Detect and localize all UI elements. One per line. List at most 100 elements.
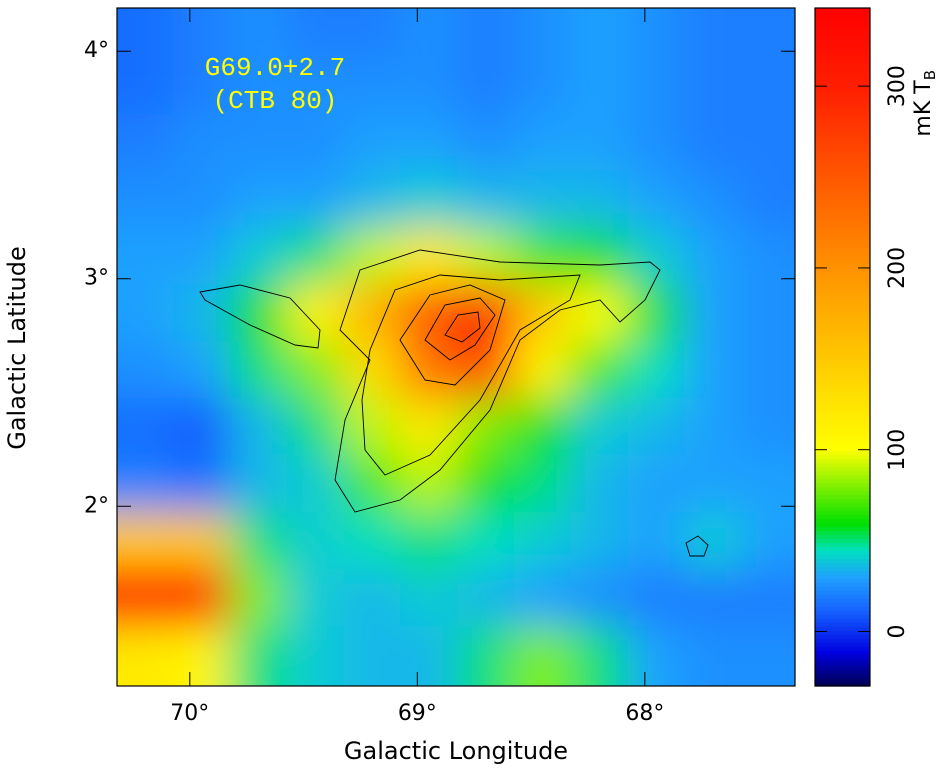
colorbar-swatch [815,438,870,444]
colorbar-swatch [815,99,870,105]
heat-cell [343,398,402,457]
heat-cell [514,511,572,570]
heat-cell [457,568,516,627]
colorbar-swatch [815,558,870,563]
colorbar-swatch [815,490,870,496]
heat-cell [117,113,174,172]
colorbar-swatch [815,638,870,643]
heat-cell [741,113,795,172]
colorbar-swatch [815,131,870,137]
heat-cell [627,455,686,513]
heat-cell [400,170,459,229]
colorbar-swatch [815,39,870,45]
colorbar-swatch [815,430,870,436]
chart-title: G69.0+2.7 [205,53,345,83]
heat-cell [172,170,231,229]
heat-cell [457,227,516,286]
map-cells [117,8,795,686]
colorbar-swatch [815,566,870,571]
colorbar-swatch [815,366,870,372]
heat-cell [286,8,345,58]
heat-cell [684,8,743,58]
colorbar-swatch [815,151,870,157]
colorbar-swatch [815,674,870,679]
heat-cell [741,625,795,686]
colorbar-swatch [815,374,870,380]
colorbar-swatch [815,422,870,428]
heat-cell [229,568,288,627]
colorbar-swatch [815,554,870,559]
heat-cell [286,284,345,343]
colorbar-swatch [815,602,870,607]
heat-cell [286,227,345,286]
x-tick-label: 69° [398,701,437,726]
heat-cell [457,56,516,115]
colorbar-swatch [815,458,870,464]
colorbar-swatch [815,594,870,599]
colorbar-swatch [815,510,870,516]
colorbar-swatch [815,658,870,663]
colorbar-swatch [815,626,870,631]
heat-cell [172,568,231,627]
colorbar-swatch [815,207,870,212]
colorbar-swatch [815,410,870,416]
heat-cell [400,227,459,286]
colorbar-swatch [815,414,870,420]
colorbar-swatch [815,103,870,109]
colorbar-swatch [815,406,870,412]
colorbar-swatch [815,215,870,220]
heat-cell [570,170,629,229]
colorbar-swatch [815,183,870,189]
heat-cell [400,398,459,457]
colorbar-swatch [815,506,870,512]
heat-cell [343,625,402,686]
heat-cell [343,8,402,58]
heat-cell [343,455,402,513]
heat-cell [172,284,231,343]
colorbar-swatch [815,107,870,113]
colorbar-swatch [815,23,870,29]
colorbar-swatch [815,358,870,364]
heat-cell [400,568,459,627]
heat-cell [117,568,174,627]
x-tick-label: 70° [170,701,209,726]
heat-cell [343,284,402,343]
heat-cell [457,625,516,686]
heat-cell [514,568,572,627]
colorbar-swatch [815,370,870,376]
heat-cell [741,56,795,115]
colorbar-swatch [815,175,870,181]
heat-cell [627,284,686,343]
heat-cell [570,625,629,686]
colorbar-swatch [815,11,870,17]
heat-cell [172,227,231,286]
colorbar-swatch [815,450,870,456]
heat-cell [229,511,288,570]
colorbar-swatch [815,127,870,133]
colorbar-label-main: mK T [911,80,936,137]
heat-cell [570,284,629,343]
heat-cell [343,511,402,570]
colorbar-swatch [815,115,870,121]
heat-cell [229,455,288,513]
heat-cell [514,8,572,58]
colorbar-swatch [815,654,870,659]
heat-cell [172,625,231,686]
colorbar-swatch [815,239,870,244]
contour [685,535,709,557]
colorbar-swatch [815,119,870,125]
colorbar-label: mK TB [911,70,939,137]
heat-cell [172,8,231,58]
heat-cell [117,284,174,343]
colorbar-swatch [815,382,870,388]
heat-cell [627,170,686,229]
colorbar-swatch [815,454,870,460]
colorbar-swatch [815,646,870,651]
contour [334,249,661,513]
heat-cell [229,398,288,457]
heat-cell [627,511,686,570]
colorbar-swatch [815,582,870,587]
colorbar-swatch [815,35,870,41]
colorbar-swatch [815,79,870,85]
colorbar-swatch [815,95,870,101]
